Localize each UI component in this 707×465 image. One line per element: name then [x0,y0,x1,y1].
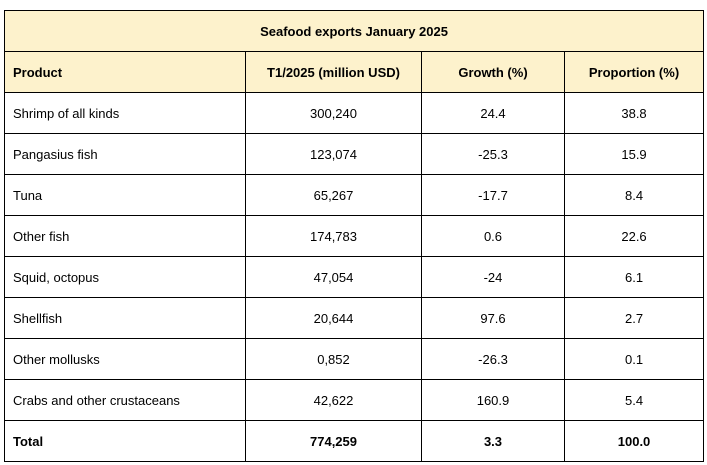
table-title-row: Seafood exports January 2025 [3,10,705,52]
cell-product: Pangasius fish [4,133,246,175]
column-header-product: Product [4,51,246,93]
total-label: Total [4,420,246,462]
cell-product: Other fish [4,215,246,257]
seafood-exports-table: Seafood exports January 2025 Product T1/… [3,10,705,462]
table-row: Other mollusks 0,852 -26.3 0.1 [4,338,705,380]
cell-value: 20,644 [245,297,422,339]
cell-growth: 160.9 [421,379,565,421]
table-row: Shellfish 20,644 97.6 2.7 [4,297,705,339]
table-header-row: Product T1/2025 (million USD) Growth (%)… [4,51,705,93]
cell-growth: -17.7 [421,174,565,216]
total-growth: 3.3 [421,420,565,462]
table-container: Seafood exports January 2025 Product T1/… [3,10,705,462]
cell-growth: -24 [421,256,565,298]
cell-proportion: 8.4 [563,174,705,216]
total-proportion: 100.0 [563,420,705,462]
cell-value: 42,622 [245,379,422,421]
table-row: Other fish 174,783 0.6 22.6 [4,215,705,257]
cell-value: 300,240 [245,92,422,134]
cell-value: 0,852 [245,338,422,380]
cell-product: Tuna [4,174,246,216]
cell-proportion: 22.6 [563,215,705,257]
cell-value: 65,267 [245,174,422,216]
cell-proportion: 15.9 [563,133,705,175]
cell-proportion: 6.1 [563,256,705,298]
cell-value: 47,054 [245,256,422,298]
table-row: Tuna 65,267 -17.7 8.4 [4,174,705,216]
cell-growth: 0.6 [421,215,565,257]
table-row: Shrimp of all kinds 300,240 24.4 38.8 [4,92,705,134]
cell-product: Crabs and other crustaceans [4,379,246,421]
cell-product: Shrimp of all kinds [4,92,246,134]
cell-proportion: 5.4 [563,379,705,421]
table-row: Squid, octopus 47,054 -24 6.1 [4,256,705,298]
column-header-growth: Growth (%) [421,51,565,93]
table-row: Crabs and other crustaceans 42,622 160.9… [4,379,705,421]
cell-growth: -26.3 [421,338,565,380]
cell-proportion: 2.7 [563,297,705,339]
cell-product: Squid, octopus [4,256,246,298]
column-header-value: T1/2025 (million USD) [245,51,422,93]
cell-proportion: 38.8 [563,92,705,134]
total-value: 774,259 [245,420,422,462]
cell-proportion: 0.1 [563,338,705,380]
table-row: Pangasius fish 123,074 -25.3 15.9 [4,133,705,175]
cell-growth: 97.6 [421,297,565,339]
total-row: Total 774,259 3.3 100.0 [4,420,705,462]
cell-product: Shellfish [4,297,246,339]
column-header-proportion: Proportion (%) [563,51,705,93]
cell-value: 174,783 [245,215,422,257]
cell-product: Other mollusks [4,338,246,380]
table-title: Seafood exports January 2025 [3,10,705,52]
cell-value: 123,074 [245,133,422,175]
cell-growth: 24.4 [421,92,565,134]
cell-growth: -25.3 [421,133,565,175]
